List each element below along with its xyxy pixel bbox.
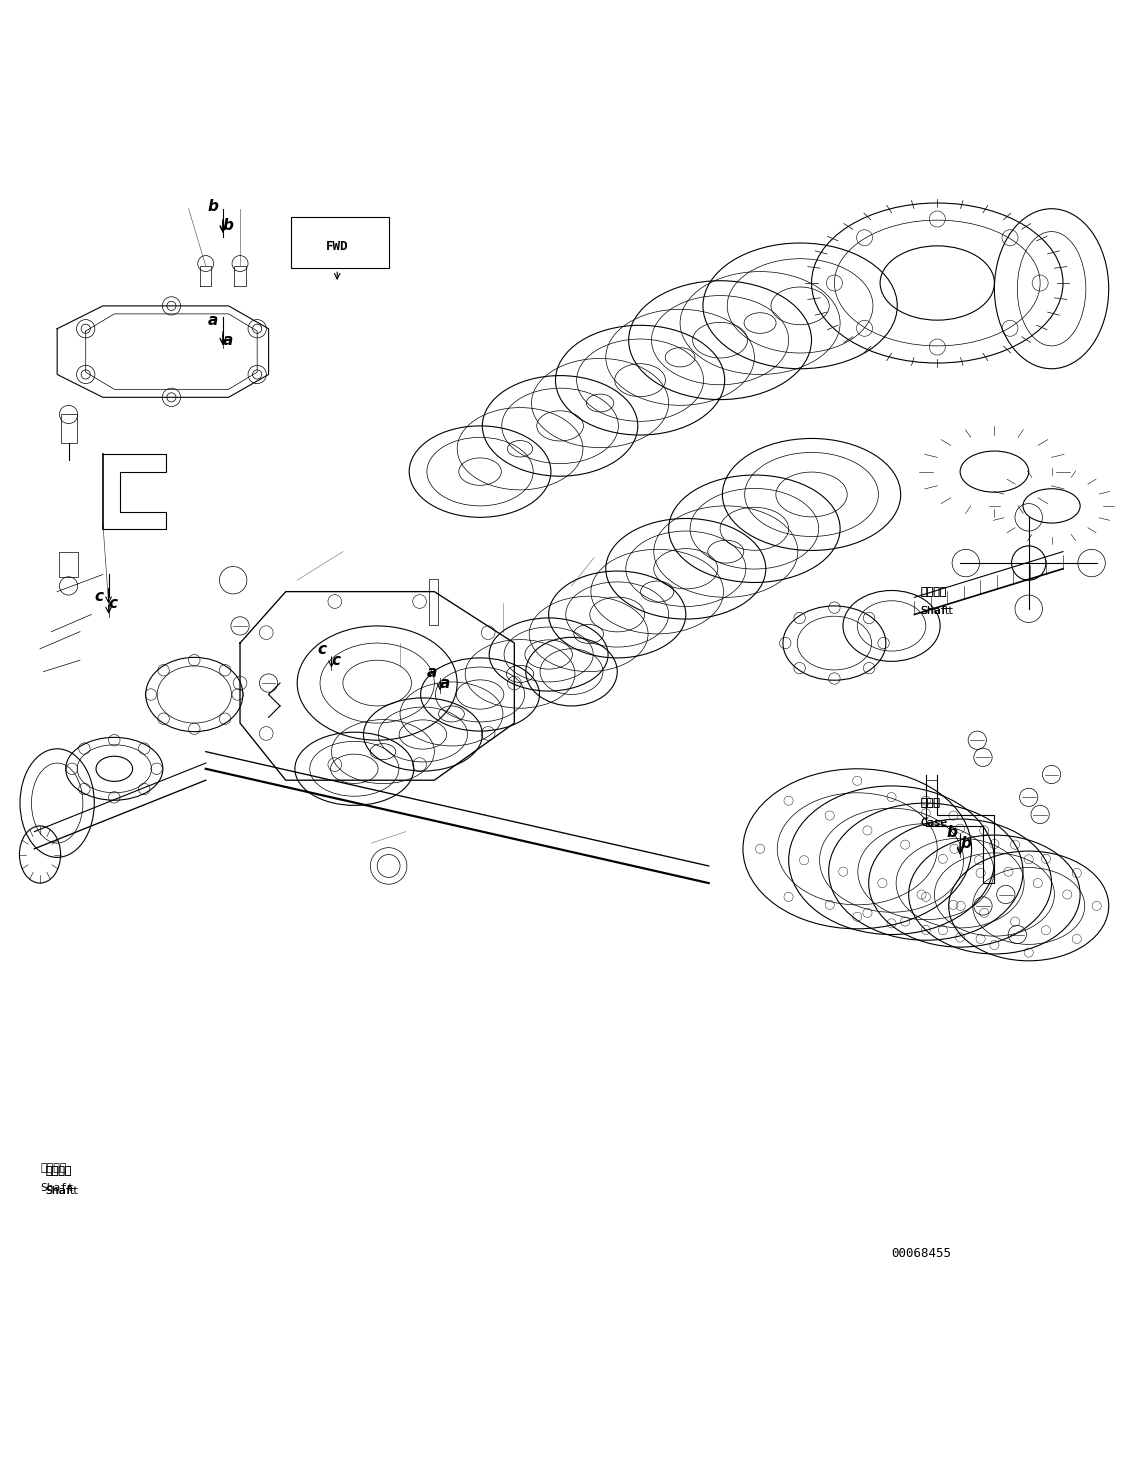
Text: シャフト: シャフト (40, 1163, 66, 1174)
Text: シャフト: シャフト (920, 586, 946, 596)
Text: Shaft: Shaft (46, 1185, 75, 1196)
Text: Shaft: Shaft (46, 1185, 80, 1196)
Text: a: a (440, 676, 450, 690)
Text: シャフト: シャフト (46, 1166, 72, 1177)
Text: a: a (426, 665, 437, 680)
Text: b: b (223, 219, 234, 234)
Bar (61, 414, 77, 444)
Text: FWD: FWD (326, 239, 349, 253)
Text: ケース: ケース (920, 798, 940, 808)
Text: シャフト: シャフト (920, 586, 946, 596)
Text: 00068455: 00068455 (892, 1247, 951, 1260)
Text: c: c (95, 589, 104, 604)
Text: シャフト: シャフト (46, 1166, 72, 1177)
Text: b: b (960, 836, 972, 851)
Text: c: c (109, 595, 118, 611)
Text: Case: Case (920, 818, 948, 827)
Text: ケース: ケース (920, 798, 940, 808)
Text: Case: Case (920, 818, 948, 827)
Text: b: b (946, 826, 958, 840)
Text: a: a (208, 313, 218, 328)
Text: c: c (318, 642, 327, 658)
Text: Shaft: Shaft (920, 607, 954, 616)
Text: a: a (223, 332, 233, 348)
Text: Shaft: Shaft (920, 607, 950, 616)
Bar (429, 579, 438, 624)
FancyBboxPatch shape (291, 217, 389, 269)
Bar (59, 552, 78, 577)
Text: Shaft: Shaft (40, 1183, 74, 1193)
Text: c: c (331, 652, 341, 668)
Text: b: b (208, 198, 219, 214)
